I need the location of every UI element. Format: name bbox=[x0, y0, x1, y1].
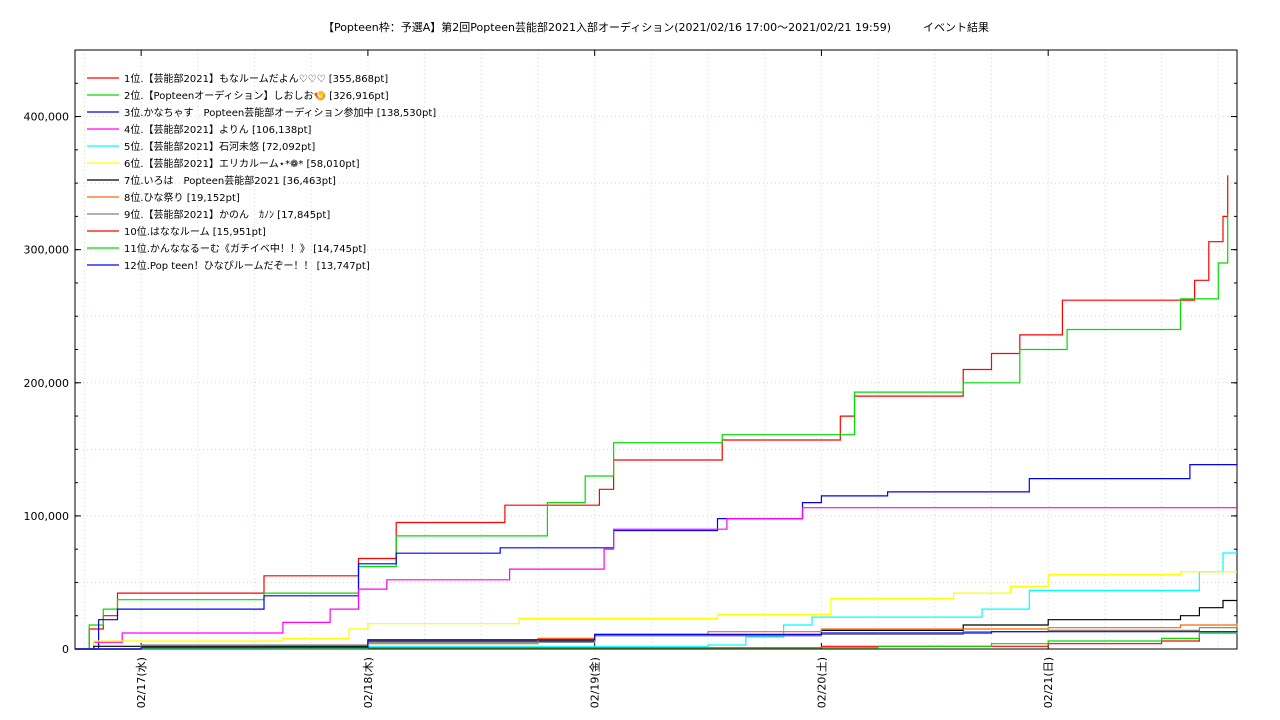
x-tick-label: 02/20(土) bbox=[815, 657, 828, 708]
series-line-4 bbox=[75, 507, 1237, 650]
legend-label-7: 7位.いろは Popteen芸能部2021 [36,463pt] bbox=[124, 174, 336, 187]
legend-label-11: 11位.かんななるーむ《ガチイベ中！！》 [14,745pt] bbox=[124, 242, 366, 255]
series-line-2 bbox=[75, 213, 1229, 650]
legend-label-10: 10位.はななルーム [15,951pt] bbox=[124, 225, 266, 238]
x-tick-label: 02/19(金) bbox=[588, 657, 602, 708]
axes: 0 100,000 200,000 300,000 400,000 02/17(水) 02/… bbox=[24, 49, 1238, 708]
legend-label-6: 6位.【芸能部2021】エリカルーム⋆*❁* [58,010pt] bbox=[124, 157, 360, 170]
legend-label-4: 4位.【芸能部2021】よりん [106,138pt] bbox=[124, 123, 311, 136]
legend: 1位.【芸能部2021】もなルームだよん♡♡♡ [355,868pt] 2位.【P… bbox=[87, 72, 436, 272]
y-tick-label: 100,000 bbox=[24, 510, 70, 523]
chart-title: 【Popteen枠：予選A】第2回Popteen芸能部2021入部オーディション… bbox=[323, 20, 989, 34]
x-tick-label: 02/18(木) bbox=[362, 657, 375, 708]
x-tick-label: 02/21(日) bbox=[1042, 657, 1055, 708]
legend-label-3: 3位.かなちゃす Popteen芸能部オーディション参加中 [138,530pt… bbox=[124, 106, 436, 119]
series-line-6 bbox=[75, 571, 1237, 650]
legend-label-5: 5位.【芸能部2021】石河未悠 [72,092pt] bbox=[124, 140, 315, 153]
series-line-5 bbox=[75, 552, 1237, 650]
legend-label-2: 2位.【Popteenオーディション】しおしお🍤 [326,916pt] bbox=[124, 89, 389, 102]
series-line-7 bbox=[75, 599, 1237, 650]
series-line-12 bbox=[75, 630, 1238, 650]
legend-label-1: 1位.【芸能部2021】もなルームだよん♡♡♡ [355,868pt] bbox=[124, 72, 388, 85]
legend-label-9: 9位.【芸能部2021】かのん ｶﾉﾝ [17,845pt] bbox=[124, 208, 330, 221]
x-tick-label: 02/17(水) bbox=[135, 657, 148, 708]
series-line-8 bbox=[75, 623, 1238, 650]
series-lines bbox=[75, 175, 1238, 650]
y-tick-label: 0 bbox=[62, 643, 69, 656]
y-tick-label: 400,000 bbox=[24, 111, 70, 124]
y-tick-label: 300,000 bbox=[24, 244, 70, 257]
legend-label-8: 8位.ひな祭り [19,152pt] bbox=[124, 191, 240, 204]
series-line-9 bbox=[75, 625, 1238, 650]
legend-label-12: 12位.Pop teen！ひなぴルームだぞー！！ [13,747pt] bbox=[124, 259, 370, 272]
y-tick-label: 200,000 bbox=[24, 377, 70, 390]
series-line-11 bbox=[75, 629, 1238, 650]
grid-lines bbox=[75, 50, 1237, 649]
series-line-3 bbox=[75, 464, 1237, 650]
